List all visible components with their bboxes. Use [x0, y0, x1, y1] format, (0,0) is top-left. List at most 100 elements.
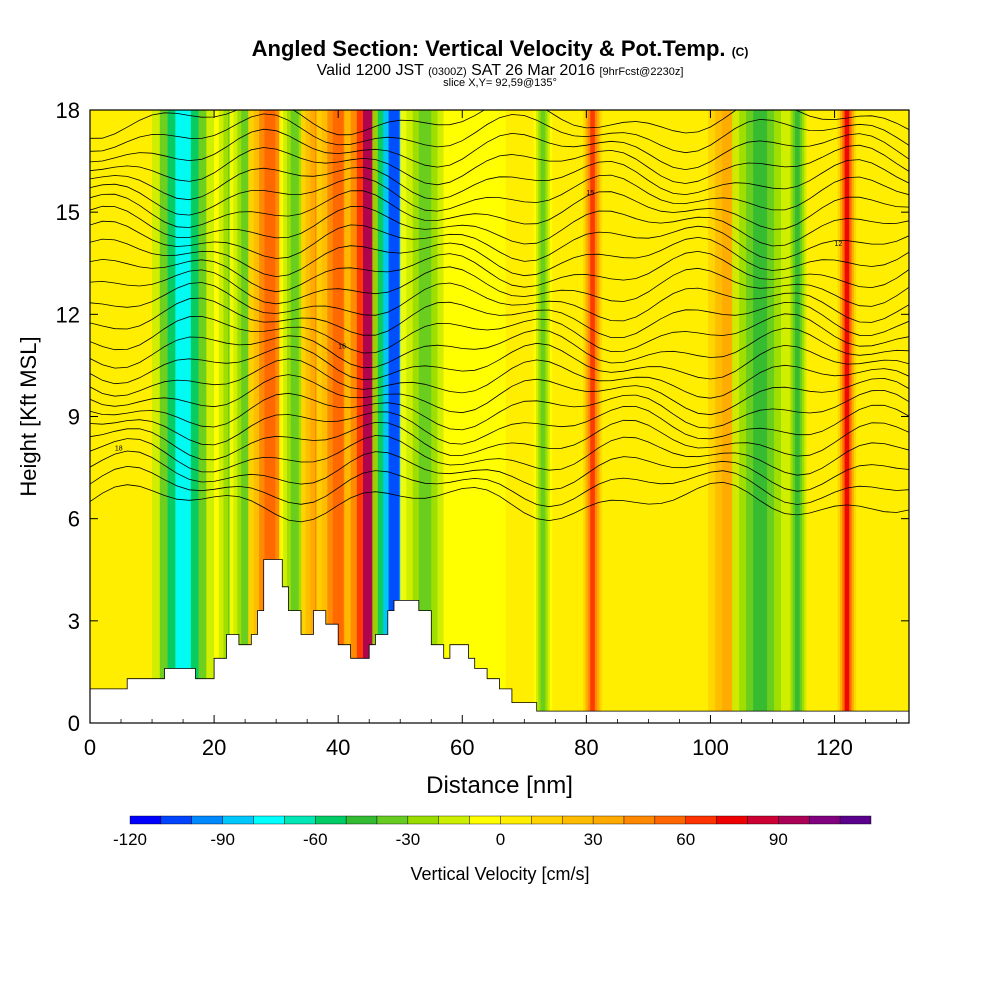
- isentrope-line-16: [90, 236, 909, 278]
- isentrope-line-7: [90, 374, 909, 416]
- colorbar-swatch-6: [315, 815, 347, 825]
- isentrope-label: 16: [338, 343, 346, 350]
- velocity-band-0: [175, 110, 191, 723]
- isentrope-line-3: [90, 435, 909, 476]
- isentrope-line-8: [90, 358, 909, 399]
- colorbar-swatch-3: [222, 815, 254, 825]
- velocity-band-4: [290, 110, 299, 723]
- chart-subtitle: Valid 1200 JST (0300Z) SAT 26 Mar 2016 […: [0, 62, 1000, 80]
- colorbar-swatch-9: [407, 815, 439, 825]
- isentrope-line-18: [90, 205, 909, 247]
- x-tick-label: 80: [574, 735, 598, 760]
- colorbar-swatch-5: [284, 815, 316, 825]
- x-tick-label: 100: [692, 735, 729, 760]
- velocity-band-12: [590, 110, 595, 723]
- isentrope-line-17: [90, 220, 909, 262]
- velocity-band-15: [794, 110, 800, 723]
- y-tick-label: 0: [68, 711, 80, 736]
- colorbar-swatch-16: [623, 815, 656, 825]
- colorbar-swatch-20: [747, 815, 779, 825]
- colorbar-swatch-4: [253, 815, 285, 825]
- y-axis-label: Height [Kft MSL]: [16, 336, 41, 496]
- colorbar-swatch-7: [345, 815, 378, 825]
- velocity-band-14: [753, 110, 768, 723]
- y-tick-label: 3: [68, 609, 80, 634]
- y-tick-label: 12: [56, 302, 80, 327]
- y-tick-label: 15: [56, 200, 80, 225]
- isentrope-line-21: [90, 159, 909, 201]
- isentrope-line-14: [90, 266, 909, 307]
- y-tick-label: 9: [68, 405, 80, 430]
- colorbar: -120 -90 -60 -30 0 30 60 90 Vertical Velocity [c…: [113, 815, 872, 884]
- colorbar-tick-label: 60: [676, 830, 695, 849]
- colorbar-swatch-21: [778, 815, 810, 825]
- axes: 0 20 40 60 80 100 120 0 3 6 9 12 15 18 Distance [nm] He…: [16, 98, 909, 799]
- velocity-field: [90, 110, 909, 723]
- colorbar-swatch-22: [809, 815, 841, 825]
- colorbar-tick-label: -60: [303, 830, 328, 849]
- terrain: [89, 559, 910, 724]
- colorbar-tick-label: -120: [113, 830, 147, 849]
- isentrope-label: 12: [835, 241, 843, 248]
- velocity-band-8: [388, 110, 400, 723]
- chart-title-main: Angled Section: Vertical Velocity & Pot.…: [251, 36, 726, 61]
- isentrope-line-23: [90, 128, 909, 171]
- isentrope-line-12: [90, 297, 909, 338]
- x-tick-label: 0: [84, 735, 96, 760]
- colorbar-swatch-10: [438, 815, 470, 825]
- colorbar-tick-label: 30: [584, 830, 603, 849]
- x-tick-label: 20: [202, 735, 226, 760]
- colorbar-swatch-17: [654, 815, 686, 825]
- y-tick-label: 6: [68, 507, 80, 532]
- colorbar-tick-label: -30: [396, 830, 421, 849]
- x-tick-label: 60: [450, 735, 474, 760]
- isentrope-label: 15: [586, 190, 594, 197]
- colorbar-swatch-18: [685, 815, 717, 825]
- velocity-band-3: [264, 110, 276, 723]
- isentrope-line-6: [90, 389, 909, 431]
- x-axis-label: Distance [nm]: [426, 772, 573, 799]
- colorbar-swatch-2: [191, 815, 223, 825]
- colorbar-label: Vertical Velocity [cm/s]: [410, 864, 589, 884]
- colorbar-tick-label: 0: [496, 830, 505, 849]
- isentrope-line-2: [90, 450, 909, 492]
- isentrope-line-24: [90, 113, 909, 154]
- colorbar-swatch-8: [376, 815, 409, 825]
- terrain-shape: [89, 559, 910, 724]
- x-tick-label: 120: [816, 735, 853, 760]
- isentrope-line-19: [90, 190, 909, 230]
- isentrope-line-5: [90, 404, 909, 446]
- velocity-band-6: [332, 110, 344, 723]
- colorbar-swatch-0: [129, 815, 162, 825]
- colorbar-swatch-11: [469, 815, 501, 825]
- valid-utc: (0300Z): [428, 66, 467, 78]
- colorbar-swatch-13: [531, 815, 563, 825]
- isentrope-line-4: [90, 419, 909, 461]
- isentrope-line-25: [90, 110, 909, 139]
- isentrope-line-22: [90, 144, 909, 186]
- isentrope-label: 18: [115, 446, 123, 453]
- velocity-band-2: [241, 110, 249, 723]
- colorbar-swatch-23: [839, 815, 872, 825]
- colorbar-swatch-19: [716, 815, 748, 825]
- colorbar-tick-label: -90: [210, 830, 235, 849]
- slice-info: slice X,Y= 92,59@135°: [443, 77, 557, 89]
- isentropes: [90, 110, 909, 523]
- forecast-info: [9hrFcst@2230z]: [599, 66, 684, 78]
- isentrope-line-1: [90, 465, 909, 508]
- isentrope-line-13: [90, 282, 909, 323]
- velocity-band-11: [540, 110, 546, 723]
- chart-title: Angled Section: Vertical Velocity & Pot.…: [0, 36, 1000, 62]
- velocity-band-10: [466, 110, 483, 723]
- isentrope-line-10: [90, 327, 909, 369]
- valid-date: SAT 26 Mar 2016: [471, 62, 595, 79]
- isentrope-line-15: [90, 250, 909, 293]
- colorbar-swatch-12: [500, 815, 532, 825]
- colorbar-tick-label: 90: [769, 830, 788, 849]
- y-tick-label: 18: [56, 98, 80, 123]
- valid-time: Valid 1200 JST: [316, 62, 424, 79]
- x-tick-label: 40: [326, 735, 350, 760]
- isentrope-line-0: [90, 481, 909, 523]
- isentrope-line-9: [90, 342, 909, 385]
- colorbar-swatch-15: [592, 815, 625, 825]
